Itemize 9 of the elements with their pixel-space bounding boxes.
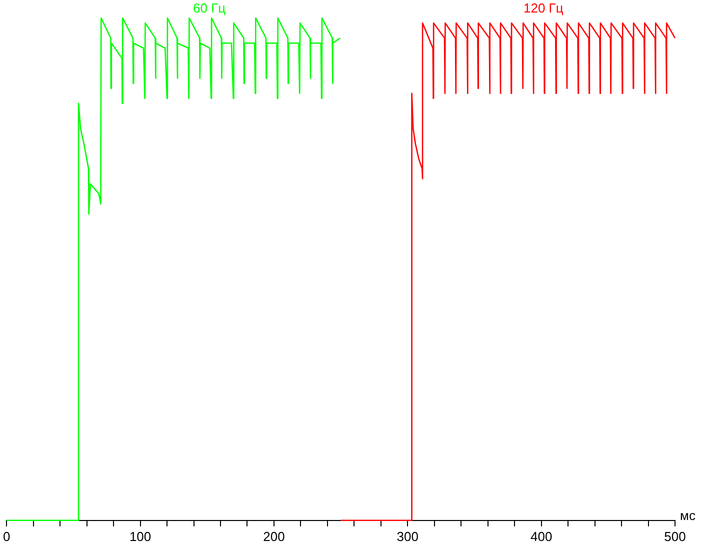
x-tick-label: 400 — [530, 528, 552, 544]
x-tick-label: 500 — [664, 528, 686, 544]
x-tick-label: 0 — [3, 528, 10, 544]
x-tick-label: 300 — [396, 528, 418, 544]
x-tick-label: 100 — [129, 528, 152, 544]
x-axis-title: мс — [680, 508, 696, 523]
series-label: 120 Гц — [523, 0, 564, 16]
x-tick-label: 200 — [263, 528, 285, 544]
series-label: 60 Гц — [193, 0, 226, 16]
